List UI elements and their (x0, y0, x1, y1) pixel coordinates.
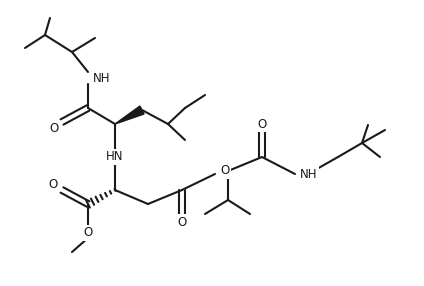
Text: NH: NH (300, 168, 318, 180)
Text: O: O (177, 215, 187, 229)
Text: O: O (84, 227, 92, 239)
Text: O: O (220, 164, 229, 178)
Text: NH: NH (93, 72, 111, 84)
Text: O: O (48, 178, 58, 192)
Polygon shape (115, 106, 144, 124)
Text: O: O (257, 118, 267, 130)
Text: O: O (49, 122, 59, 134)
Text: HN: HN (106, 150, 124, 164)
